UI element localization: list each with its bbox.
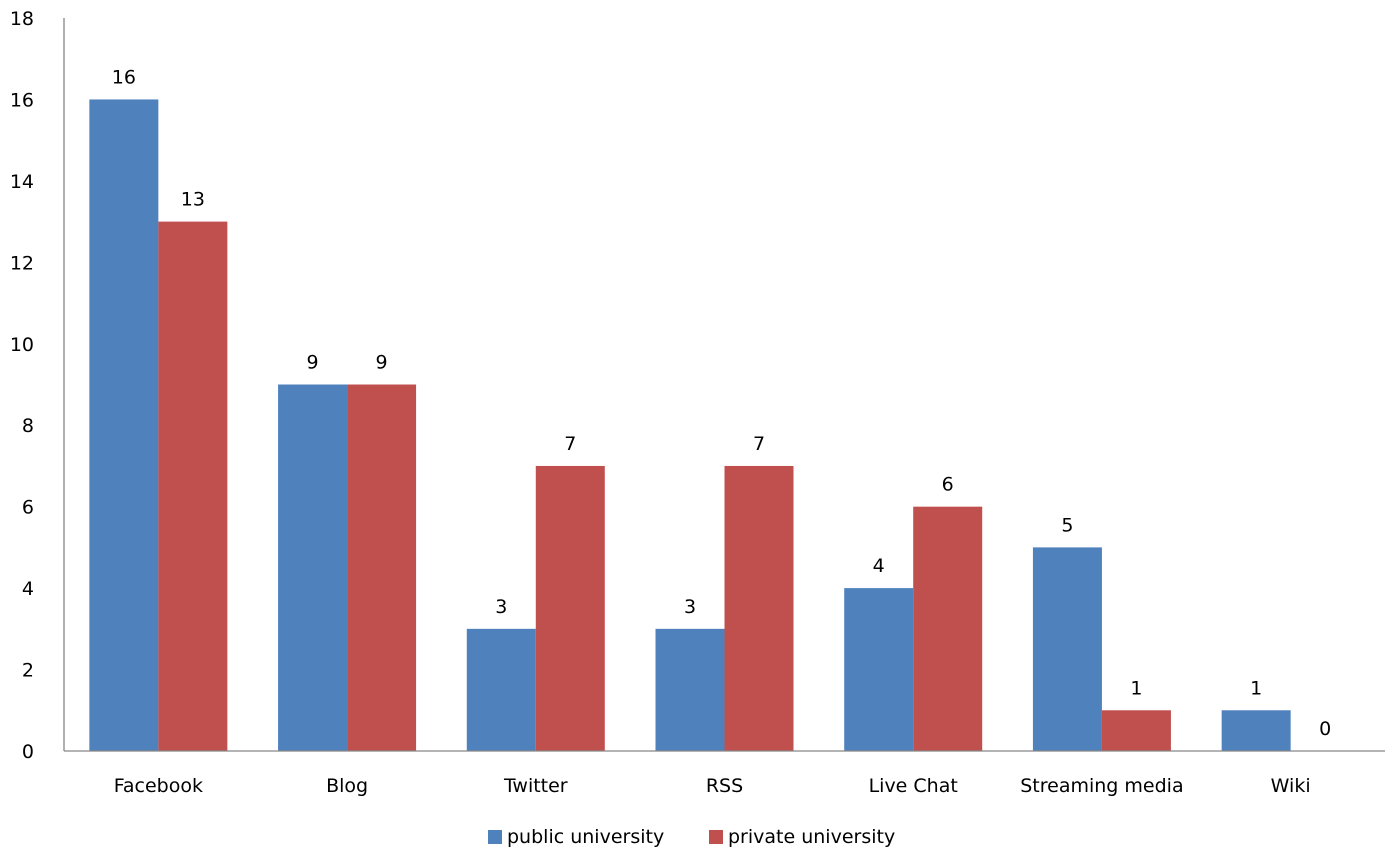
y-tick-label: 14 — [10, 171, 34, 193]
data-labels: 16 13 9 9 3 7 3 7 4 6 5 1 1 0 — [112, 66, 1331, 740]
legend-swatch — [488, 830, 502, 844]
legend-label: private university — [728, 826, 895, 848]
data-label: 7 — [564, 433, 576, 455]
y-tick-label: 8 — [22, 415, 34, 437]
bar — [1221, 710, 1291, 751]
x-tick-label: Twitter — [503, 775, 568, 797]
x-tick-label: RSS — [706, 775, 743, 797]
x-tick-label: Facebook — [114, 775, 203, 797]
data-label: 13 — [181, 189, 205, 211]
data-label: 5 — [1061, 514, 1073, 536]
bar — [913, 506, 983, 751]
bar — [347, 384, 417, 751]
legend: public university private university — [488, 826, 895, 848]
data-label: 0 — [1319, 718, 1331, 740]
data-label: 4 — [873, 555, 885, 577]
bar — [158, 221, 228, 752]
data-label: 1 — [1250, 677, 1262, 699]
data-label: 9 — [307, 352, 319, 374]
y-axis-ticks: 0 2 4 6 8 10 12 14 16 18 — [10, 8, 34, 763]
y-tick-label: 16 — [10, 89, 34, 111]
bar — [535, 465, 605, 751]
y-tick-label: 2 — [22, 660, 34, 682]
y-tick-label: 0 — [22, 741, 34, 763]
y-tick-label: 6 — [22, 497, 34, 519]
y-tick-label: 10 — [10, 334, 34, 356]
data-label: 3 — [495, 596, 507, 618]
data-label: 7 — [753, 433, 765, 455]
bar — [278, 384, 348, 751]
bar — [1032, 547, 1102, 751]
bar — [466, 628, 536, 751]
bar — [1101, 710, 1171, 751]
bar — [844, 588, 914, 751]
bars — [89, 99, 1291, 752]
data-label: 9 — [376, 352, 388, 374]
x-tick-label: Wiki — [1271, 775, 1311, 797]
x-tick-label: Blog — [326, 775, 368, 797]
data-label: 3 — [684, 596, 696, 618]
x-tick-label: Streaming media — [1020, 775, 1183, 797]
legend-swatch — [709, 830, 723, 844]
data-label: 6 — [942, 474, 954, 496]
data-label: 1 — [1130, 677, 1142, 699]
x-axis-categories: Facebook Blog Twitter RSS Live Chat Streaming… — [114, 775, 1311, 797]
bar — [724, 465, 794, 751]
x-tick-label: Live Chat — [869, 775, 958, 797]
y-tick-label: 18 — [10, 8, 34, 30]
data-label: 16 — [112, 66, 136, 88]
bar — [89, 99, 159, 751]
bar — [655, 628, 725, 751]
y-tick-label: 12 — [10, 252, 34, 274]
legend-label: public university — [507, 826, 664, 848]
y-tick-label: 4 — [22, 578, 34, 600]
